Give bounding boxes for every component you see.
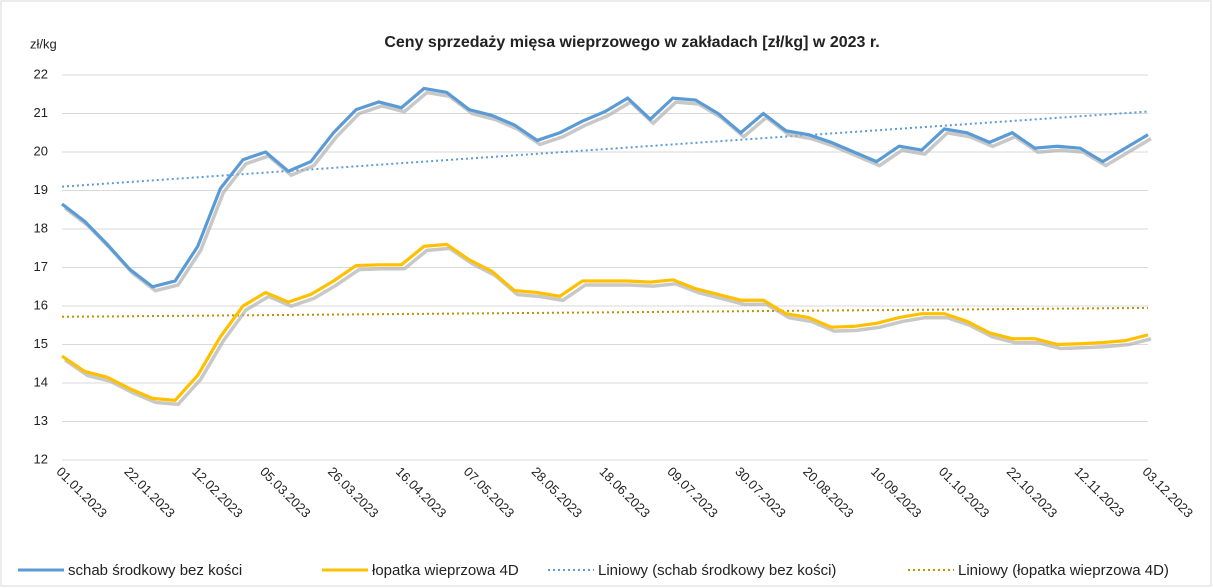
y-tick-label: 21	[34, 105, 48, 120]
y-tick-label: 13	[34, 413, 48, 428]
series-line	[61, 86, 1149, 289]
y-tick-label: 15	[34, 336, 48, 351]
y-tick-label: 17	[34, 259, 48, 274]
line-shadow	[63, 90, 1152, 293]
y-tick-label: 14	[34, 374, 48, 389]
y-tick-label: 22	[34, 66, 48, 81]
y-tick-label: 12	[34, 451, 48, 466]
legend-label: łopatka wieprzowa 4D	[372, 562, 519, 579]
y-axis-label: zł/kg	[30, 36, 57, 51]
chart-title: Ceny sprzedaży mięsa wieprzowego w zakła…	[384, 34, 879, 51]
y-tick-label: 18	[34, 220, 48, 235]
trendline	[61, 110, 1149, 188]
y-tick-label: 16	[34, 297, 48, 312]
legend-label: Liniowy (schab środkowy bez kości)	[598, 562, 836, 579]
legend-label: schab środkowy bez kości	[68, 562, 242, 579]
y-tick-label: 20	[34, 143, 48, 158]
series-line	[61, 242, 1149, 402]
legend-label: Liniowy (łopatka wieprzowa 4D)	[958, 562, 1169, 579]
line-shadow	[64, 246, 1152, 407]
y-tick-label: 19	[34, 182, 48, 197]
